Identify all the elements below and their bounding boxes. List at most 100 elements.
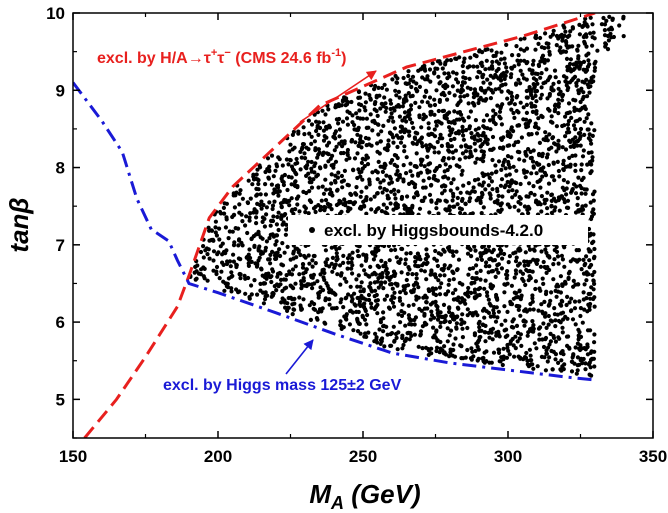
scatter-point [369, 301, 374, 306]
scatter-point [527, 268, 533, 274]
scatter-point [529, 88, 534, 93]
scatter-point [390, 158, 395, 163]
scatter-point [524, 102, 530, 107]
scatter-point [234, 190, 239, 195]
scatter-point [455, 305, 460, 310]
scatter-point [570, 26, 576, 31]
scatter-point [588, 200, 593, 205]
scatter-point [376, 285, 381, 290]
scatter-point [500, 163, 505, 168]
scatter-point [284, 273, 289, 278]
scatter-point [280, 163, 285, 168]
scatter-point [329, 245, 334, 250]
scatter-point [605, 47, 611, 52]
scatter-point [380, 102, 385, 107]
scatter-point [524, 88, 529, 94]
scatter-point [460, 151, 465, 156]
scatter-point [314, 128, 319, 134]
scatter-point [532, 104, 537, 109]
scatter-point [406, 91, 411, 96]
scatter-point [506, 189, 511, 194]
scatter-point [263, 290, 268, 295]
scatter-point [248, 196, 253, 201]
scatter-point [490, 90, 495, 95]
scatter-point [551, 333, 556, 339]
scatter-point [309, 300, 314, 305]
cms-annotation-tail: (CMS 24.6 fb [231, 50, 332, 67]
scatter-point [482, 286, 487, 291]
scatter-point [382, 161, 387, 166]
scatter-point [507, 254, 512, 259]
scatter-point [520, 72, 525, 77]
scatter-point [566, 110, 571, 116]
scatter-point [570, 153, 575, 158]
scatter-point [526, 121, 531, 126]
scatter-point [391, 273, 396, 278]
scatter-point [368, 264, 373, 269]
scatter-point [522, 58, 527, 63]
scatter-point [337, 246, 342, 251]
scatter-point [426, 352, 431, 357]
scatter-point [289, 208, 294, 214]
scatter-point [527, 181, 532, 186]
scatter-point [475, 131, 480, 137]
scatter-point [587, 304, 592, 309]
scatter-point [227, 229, 232, 234]
scatter-point [385, 275, 390, 280]
scatter-point [592, 246, 597, 252]
scatter-point [321, 120, 326, 125]
scatter-point [397, 104, 402, 109]
scatter-point [560, 38, 565, 43]
scatter-point [396, 312, 401, 317]
scatter-point [490, 157, 495, 163]
y-tick-label: 10 [46, 4, 65, 23]
scatter-point [304, 267, 309, 272]
scatter-point [301, 276, 306, 281]
scatter-point [196, 271, 201, 276]
scatter-point [568, 164, 573, 169]
scatter-point [532, 248, 537, 253]
scatter-point [570, 44, 575, 49]
scatter-point [284, 222, 289, 227]
scatter-point [493, 87, 498, 92]
scatter-point [306, 159, 311, 164]
scatter-point [282, 300, 287, 305]
scatter-point [379, 280, 384, 285]
scatter-point [573, 162, 578, 167]
scatter-point [447, 144, 452, 149]
scatter-point [439, 184, 445, 189]
scatter-point [461, 60, 466, 65]
scatter-point [274, 233, 280, 238]
scatter-point [606, 38, 612, 43]
scatter-point [397, 95, 402, 100]
scatter-point [282, 250, 287, 255]
scatter-point [383, 260, 388, 266]
scatter-point [399, 270, 404, 275]
scatter-point [548, 119, 554, 124]
scatter-point [416, 173, 421, 178]
scatter-point [458, 98, 463, 104]
scatter-point [355, 151, 360, 156]
scatter-point [471, 95, 476, 100]
scatter-point [556, 360, 561, 365]
scatter-point [471, 91, 476, 96]
scatter-point [331, 134, 336, 139]
scatter-point [503, 282, 508, 287]
scatter-point [586, 136, 592, 141]
scatter-point [424, 295, 429, 300]
scatter-point [247, 215, 252, 220]
scatter-point [385, 332, 390, 337]
scatter-point [327, 125, 332, 130]
scatter-point [511, 354, 517, 359]
scatter-point [436, 74, 441, 79]
scatter-point [378, 338, 384, 343]
scatter-point [429, 268, 434, 273]
scatter-point [291, 129, 296, 134]
scatter-point [406, 81, 411, 86]
scatter-point [309, 134, 314, 139]
scatter-point [545, 138, 550, 143]
scatter-point [367, 284, 372, 289]
scatter-point [383, 109, 388, 114]
scatter-point [381, 178, 386, 183]
scatter-point [325, 201, 330, 206]
